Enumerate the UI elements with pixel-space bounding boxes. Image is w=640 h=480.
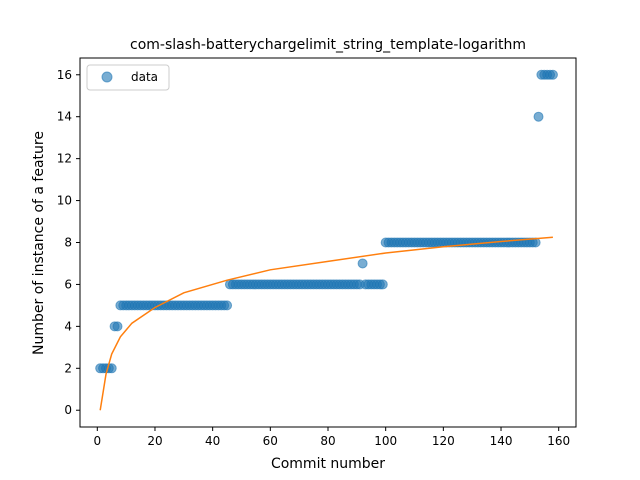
legend-label-data: data <box>131 70 158 84</box>
y-tick-label: 2 <box>64 361 72 375</box>
y-tick-label: 4 <box>64 319 72 333</box>
y-tick-label: 0 <box>64 403 72 417</box>
x-tick-label: 40 <box>205 434 220 448</box>
y-tick-label: 6 <box>64 277 72 291</box>
x-axis-label: Commit number <box>271 456 385 472</box>
data-point <box>113 322 122 331</box>
data-point <box>548 70 557 79</box>
x-tick-label: 140 <box>490 434 513 448</box>
data-point <box>534 112 543 121</box>
legend: data <box>87 65 169 90</box>
x-tick-label: 60 <box>263 434 278 448</box>
x-tick-label: 20 <box>147 434 162 448</box>
data-point <box>223 301 232 310</box>
y-tick-label: 12 <box>57 152 72 166</box>
x-tick-label: 120 <box>432 434 455 448</box>
y-tick-label: 16 <box>57 68 72 82</box>
x-tick-label: 0 <box>93 434 101 448</box>
y-tick-label: 10 <box>57 194 72 208</box>
x-tick-label: 80 <box>320 434 335 448</box>
y-tick-label: 8 <box>64 236 72 250</box>
chart-title: com-slash-batterychargelimit_string_temp… <box>130 37 526 53</box>
data-point <box>378 280 387 289</box>
y-tick-label: 14 <box>57 110 72 124</box>
x-tick-label: 100 <box>374 434 397 448</box>
x-tick-label: 160 <box>547 434 570 448</box>
legend-marker-data <box>102 72 112 82</box>
y-axis-label: Number of instance of a feature <box>31 131 47 355</box>
data-point <box>358 259 367 268</box>
